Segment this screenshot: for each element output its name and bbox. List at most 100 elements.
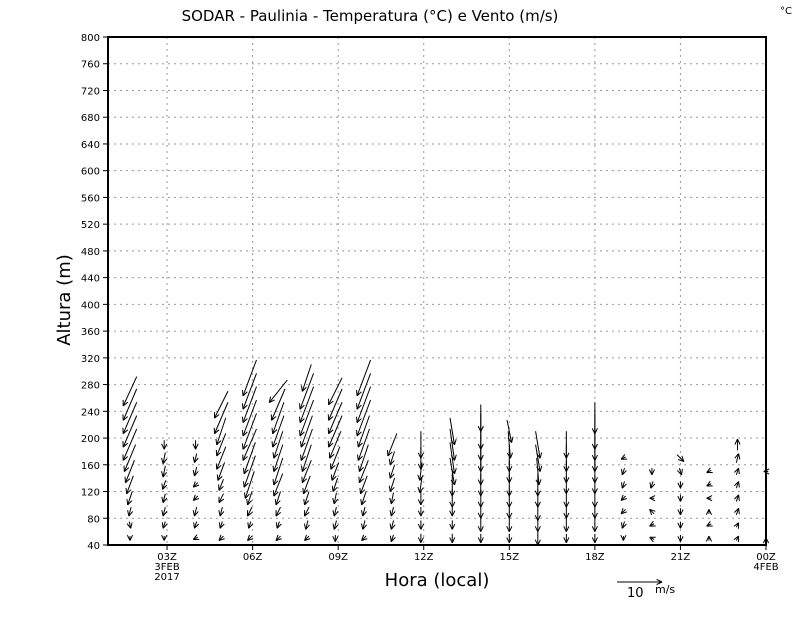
vector-head <box>591 477 596 483</box>
wind-vector <box>417 520 424 530</box>
vector-shaft <box>122 376 138 407</box>
y-tick-label: 720 <box>81 86 100 97</box>
vector-shaft <box>449 442 456 474</box>
vector-shaft <box>243 455 256 488</box>
vector-head <box>738 508 740 515</box>
wind-vector <box>275 521 282 529</box>
vector-head <box>271 441 274 448</box>
x-tick-label: 00Z <box>756 552 776 563</box>
wind-vector <box>192 466 199 477</box>
vector-shaft <box>304 506 310 517</box>
vector-head <box>194 457 199 463</box>
vector-head <box>591 537 596 544</box>
y-tick-label: 560 <box>81 193 100 204</box>
vector-head <box>331 485 334 492</box>
vector-shaft <box>330 446 341 470</box>
vector-shaft <box>449 457 456 486</box>
vector-head <box>275 522 278 529</box>
vector-head <box>563 488 567 495</box>
x-tick-year: 2017 <box>154 572 179 583</box>
vector-shaft <box>218 493 224 503</box>
vector-head <box>677 509 681 516</box>
vector-head <box>304 538 311 542</box>
vector-head <box>357 454 359 461</box>
wind-vector <box>301 444 312 472</box>
wind-vector <box>677 494 684 502</box>
vector-head <box>591 428 596 434</box>
vector-head <box>594 512 598 519</box>
vector-head <box>417 452 422 459</box>
wind-vector <box>271 402 285 435</box>
wind-vector <box>388 451 396 466</box>
wind-vector <box>218 506 225 517</box>
vector-legend: 10 m/s <box>617 578 675 601</box>
wind-vector <box>299 399 315 437</box>
vector-head <box>679 522 684 529</box>
vector-shaft <box>300 415 313 448</box>
vector-shaft <box>333 506 337 517</box>
vector-head <box>451 537 456 544</box>
wind-vector <box>621 521 627 529</box>
vector-shaft <box>218 479 224 491</box>
vector-shaft <box>358 460 369 483</box>
wind-vector <box>241 373 257 410</box>
vector-shaft <box>390 520 394 530</box>
vector-shaft <box>216 446 227 470</box>
vector-shaft <box>275 491 282 506</box>
vector-head <box>451 490 456 497</box>
vector-head <box>216 451 222 457</box>
vector-head <box>126 534 131 541</box>
vector-head <box>649 521 654 527</box>
vector-head <box>218 522 221 529</box>
vector-head <box>162 523 168 529</box>
wind-vector <box>591 533 598 544</box>
vector-head <box>480 443 484 450</box>
vector-head <box>477 512 482 519</box>
vector-head <box>480 526 484 532</box>
vector-head <box>214 429 220 435</box>
wind-vector <box>242 442 256 475</box>
vector-shaft <box>356 386 372 423</box>
vector-head <box>193 522 195 529</box>
x-axis-label: Hora (local) <box>385 570 490 591</box>
vector-shaft <box>356 359 372 397</box>
vector-shaft <box>735 467 740 476</box>
vector-head <box>246 498 248 506</box>
vector-head <box>454 438 457 446</box>
wind-vector <box>621 481 627 489</box>
wind-vector <box>534 531 541 546</box>
y-tick-label: 80 <box>87 514 100 525</box>
vector-head <box>301 478 308 484</box>
vector-head <box>537 526 541 532</box>
vector-head <box>419 487 424 493</box>
vector-head <box>303 489 309 495</box>
vector-head <box>333 511 339 517</box>
vector-head <box>388 472 391 479</box>
vector-head <box>681 468 683 475</box>
vector-head <box>535 479 540 486</box>
vector-shaft <box>242 359 257 397</box>
wind-vector <box>192 506 199 517</box>
wind-vector <box>332 506 339 517</box>
vector-head <box>506 465 510 472</box>
vector-head <box>272 478 275 486</box>
wind-vector <box>327 402 343 435</box>
vector-head <box>219 523 225 529</box>
vector-head <box>706 521 711 527</box>
vector-head <box>361 523 364 530</box>
vector-head <box>620 494 624 501</box>
vector-shaft <box>214 390 229 419</box>
vector-head <box>621 483 627 489</box>
vector-head <box>508 526 513 532</box>
vector-head <box>122 416 129 421</box>
vector-head <box>328 442 334 448</box>
vector-head <box>706 467 711 473</box>
vector-head <box>332 510 335 517</box>
wind-vector <box>591 518 598 532</box>
vector-head <box>451 501 456 508</box>
vector-head <box>508 512 513 519</box>
vector-head <box>679 536 684 542</box>
vector-head <box>454 454 457 461</box>
vector-head <box>328 400 334 406</box>
vector-head <box>477 443 482 450</box>
